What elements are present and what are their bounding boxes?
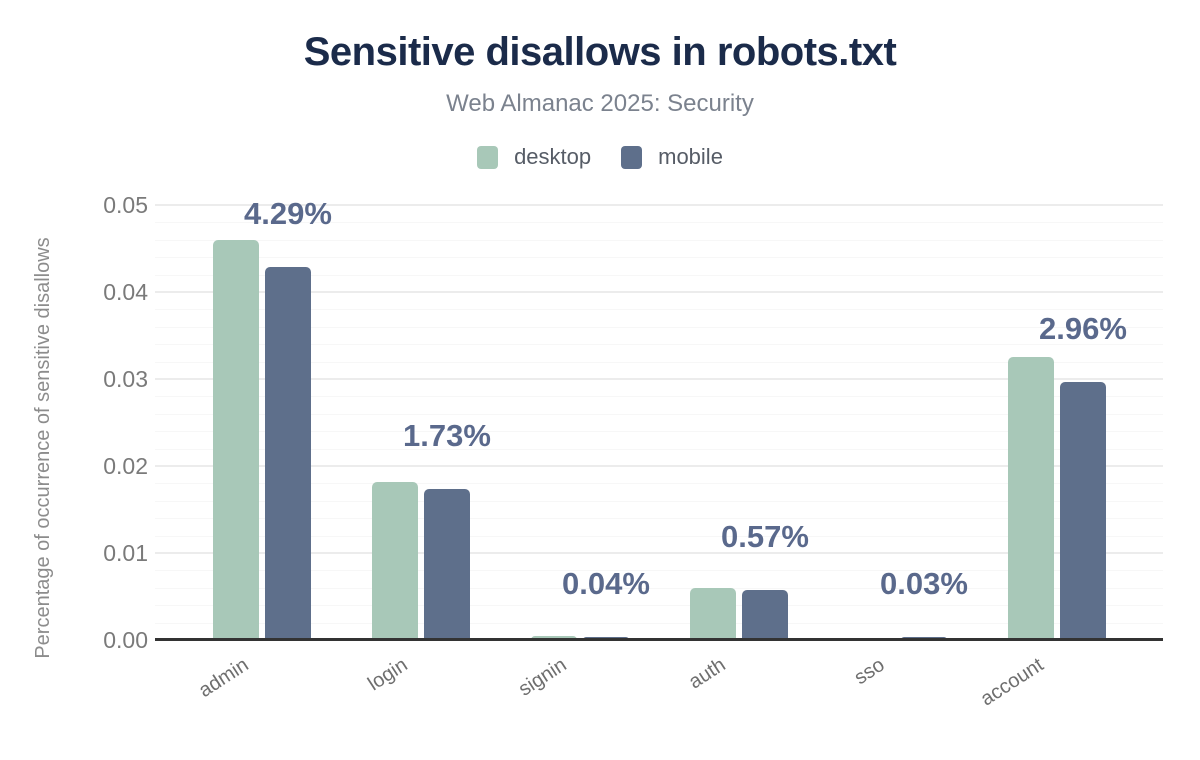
minor-gridline xyxy=(155,518,1163,520)
minor-gridline xyxy=(155,239,1163,241)
x-axis-line xyxy=(155,638,1163,641)
bar-mobile-auth xyxy=(742,590,788,640)
y-tick-label: 0.01 xyxy=(103,540,148,566)
value-label-auth: 0.57% xyxy=(721,519,809,555)
value-label-account: 2.96% xyxy=(1039,311,1127,347)
minor-gridline xyxy=(155,309,1163,311)
bar-chart: Sensitive disallows in robots.txt Web Al… xyxy=(0,30,1200,710)
minor-gridline xyxy=(155,413,1163,415)
mobile-swatch-icon xyxy=(621,145,643,169)
minor-gridline xyxy=(155,535,1163,537)
minor-gridline xyxy=(155,222,1163,224)
bar-mobile-admin xyxy=(265,266,311,640)
minor-gridline xyxy=(155,587,1163,589)
major-gridline xyxy=(155,378,1163,380)
bar-mobile-login xyxy=(424,489,470,640)
minor-gridline xyxy=(155,326,1163,328)
x-tick-label-account: account xyxy=(976,653,1048,711)
major-gridline xyxy=(155,204,1163,206)
legend-item-desktop: desktop xyxy=(477,144,591,170)
value-label-signin: 0.04% xyxy=(562,565,650,601)
minor-gridline xyxy=(155,396,1163,398)
legend: desktop mobile xyxy=(0,142,1200,172)
bar-mobile-account xyxy=(1060,382,1106,640)
value-label-login: 1.73% xyxy=(403,418,491,454)
minor-gridline xyxy=(155,274,1163,276)
minor-gridline xyxy=(155,344,1163,346)
y-tick-label: 0.00 xyxy=(103,627,148,653)
chart-title: Sensitive disallows in robots.txt xyxy=(303,30,897,74)
bar-desktop-login xyxy=(372,481,418,640)
minor-gridline xyxy=(155,570,1163,572)
x-tick-label-sso: sso xyxy=(850,653,889,690)
bar-desktop-account xyxy=(1008,357,1054,640)
minor-gridline xyxy=(155,622,1163,624)
legend-label-mobile: mobile xyxy=(658,144,723,169)
minor-gridline xyxy=(155,361,1163,363)
minor-gridline xyxy=(155,605,1163,607)
minor-gridline xyxy=(155,431,1163,433)
bar-desktop-auth xyxy=(690,587,736,640)
legend-item-mobile: mobile xyxy=(621,144,723,170)
bar-desktop-signin xyxy=(531,635,577,640)
minor-gridline xyxy=(155,448,1163,450)
value-label-admin: 4.29% xyxy=(244,195,332,231)
desktop-swatch-icon xyxy=(477,145,499,169)
major-gridline xyxy=(155,291,1163,293)
chart-subtitle: Web Almanac 2025: Security xyxy=(446,90,754,117)
minor-gridline xyxy=(155,483,1163,485)
x-tick-label-admin: admin xyxy=(194,653,253,702)
y-tick-label: 0.03 xyxy=(103,366,148,392)
legend-label-desktop: desktop xyxy=(514,144,592,169)
x-tick-label-signin: signin xyxy=(514,653,571,701)
x-tick-label-auth: auth xyxy=(684,653,730,694)
x-tick-label-login: login xyxy=(364,653,412,696)
y-tick-label: 0.05 xyxy=(103,192,148,218)
bar-desktop-admin xyxy=(213,239,259,640)
minor-gridline xyxy=(155,257,1163,259)
y-tick-label: 0.02 xyxy=(103,453,148,479)
minor-gridline xyxy=(155,500,1163,502)
y-tick-label: 0.04 xyxy=(103,279,148,305)
major-gridline xyxy=(155,465,1163,467)
value-label-sso: 0.03% xyxy=(880,566,968,602)
major-gridline xyxy=(155,552,1163,554)
